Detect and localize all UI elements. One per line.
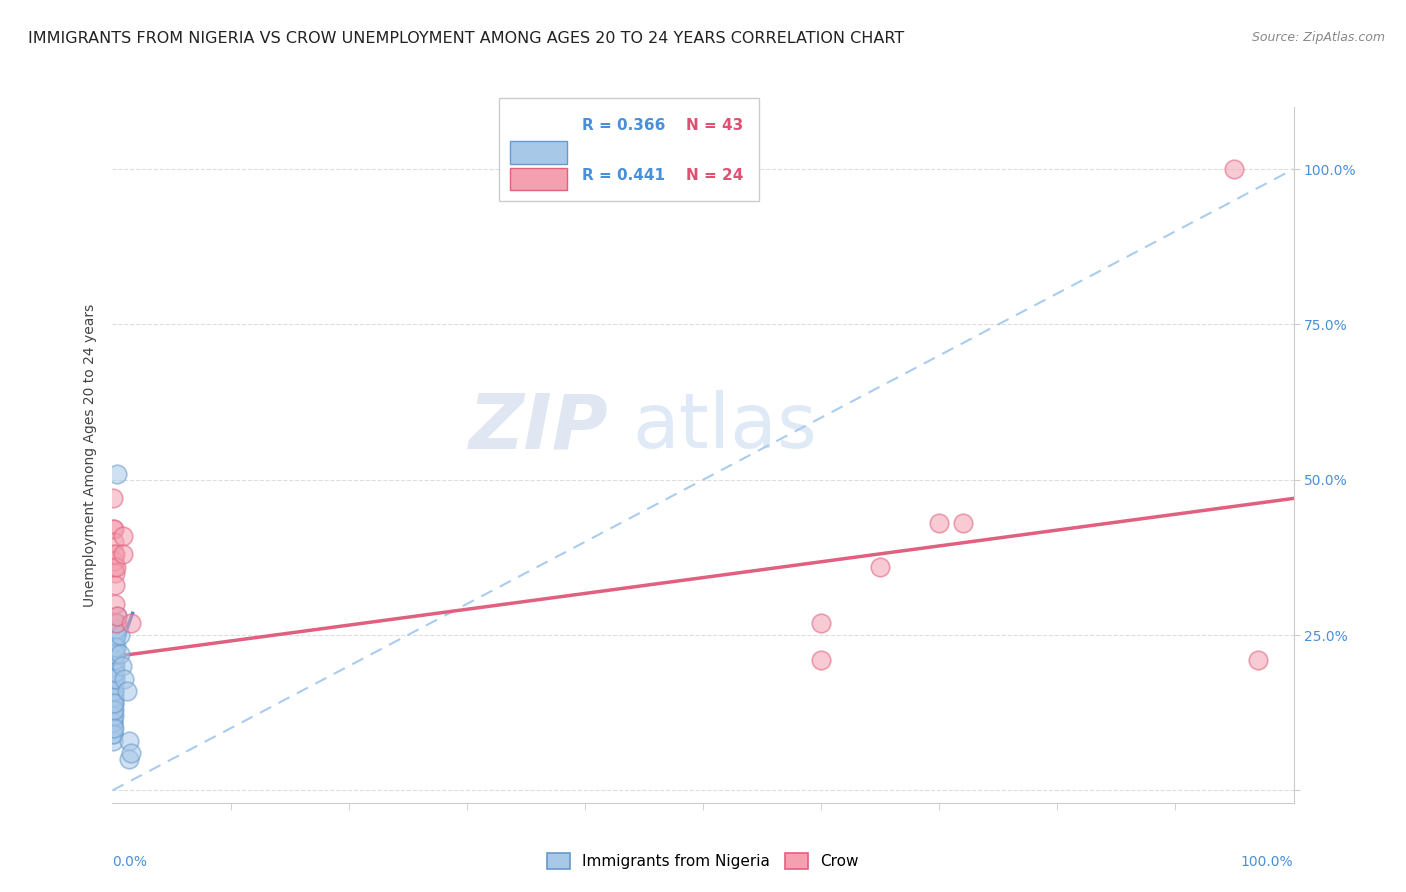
Point (810, 653, 832, 667)
Text: 100.0%: 100.0% (1241, 855, 1294, 869)
Point (810, 615, 832, 630)
Point (103, 703, 125, 717)
Text: IMMIGRANTS FROM NIGERIA VS CROW UNEMPLOYMENT AMONG AGES 20 TO 24 YEARS CORRELATI: IMMIGRANTS FROM NIGERIA VS CROW UNEMPLOY… (28, 31, 904, 46)
Point (101, 703, 124, 717)
Point (1247, 653, 1270, 667)
Y-axis label: Unemployment Among Ages 20 to 24 years: Unemployment Among Ages 20 to 24 years (83, 303, 97, 607)
Point (104, 547, 127, 561)
Point (103, 703, 125, 717)
Point (104, 665, 127, 680)
Point (103, 727, 125, 741)
Point (101, 714, 124, 729)
Point (104, 597, 127, 611)
Point (103, 553, 125, 567)
Point (105, 640, 128, 655)
Point (104, 634, 127, 648)
Point (104, 559, 127, 574)
Point (104, 578, 127, 592)
Point (104, 647, 127, 661)
Point (118, 733, 141, 747)
Point (104, 672, 127, 686)
Point (103, 672, 125, 686)
Point (120, 746, 142, 760)
Point (103, 708, 125, 723)
Point (104, 566, 127, 580)
Legend: Immigrants from Nigeria, Crow: Immigrants from Nigeria, Crow (541, 847, 865, 875)
Point (104, 653, 127, 667)
Point (103, 559, 125, 574)
Text: ZIP: ZIP (468, 390, 609, 464)
Point (103, 697, 125, 711)
Point (104, 628, 127, 642)
Point (105, 622, 128, 636)
FancyBboxPatch shape (509, 168, 567, 190)
Point (103, 721, 125, 735)
Point (952, 516, 974, 531)
Point (103, 523, 125, 537)
Point (105, 467, 128, 481)
Point (108, 647, 131, 661)
Point (103, 697, 125, 711)
Point (103, 733, 125, 747)
Point (112, 547, 135, 561)
Point (104, 647, 127, 661)
Point (101, 491, 124, 506)
Text: N = 43: N = 43 (686, 119, 744, 133)
Point (115, 684, 138, 698)
Point (103, 534, 125, 549)
Point (104, 659, 127, 673)
Point (103, 714, 125, 729)
Text: N = 24: N = 24 (686, 168, 744, 183)
Point (103, 684, 125, 698)
Point (105, 615, 128, 630)
Point (103, 697, 125, 711)
Point (101, 727, 124, 741)
Point (103, 690, 125, 705)
Point (103, 684, 125, 698)
Point (105, 609, 128, 624)
Point (103, 721, 125, 735)
FancyBboxPatch shape (509, 142, 567, 164)
Point (111, 529, 134, 543)
Point (103, 547, 125, 561)
Text: atlas: atlas (633, 390, 817, 464)
Point (928, 516, 950, 531)
Point (108, 628, 131, 642)
Point (104, 640, 127, 655)
Point (120, 615, 142, 630)
Point (103, 708, 125, 723)
Point (111, 659, 134, 673)
Point (103, 678, 125, 692)
Point (105, 615, 128, 630)
Text: Source: ZipAtlas.com: Source: ZipAtlas.com (1251, 31, 1385, 45)
Point (112, 672, 135, 686)
Point (103, 523, 125, 537)
FancyBboxPatch shape (499, 98, 759, 201)
Point (103, 690, 125, 705)
Text: R = 0.366: R = 0.366 (582, 119, 665, 133)
Point (869, 559, 891, 574)
Point (118, 752, 141, 766)
Point (1223, 162, 1246, 177)
Point (105, 609, 128, 624)
Text: 0.0%: 0.0% (112, 855, 148, 869)
Text: R = 0.441: R = 0.441 (582, 168, 665, 183)
